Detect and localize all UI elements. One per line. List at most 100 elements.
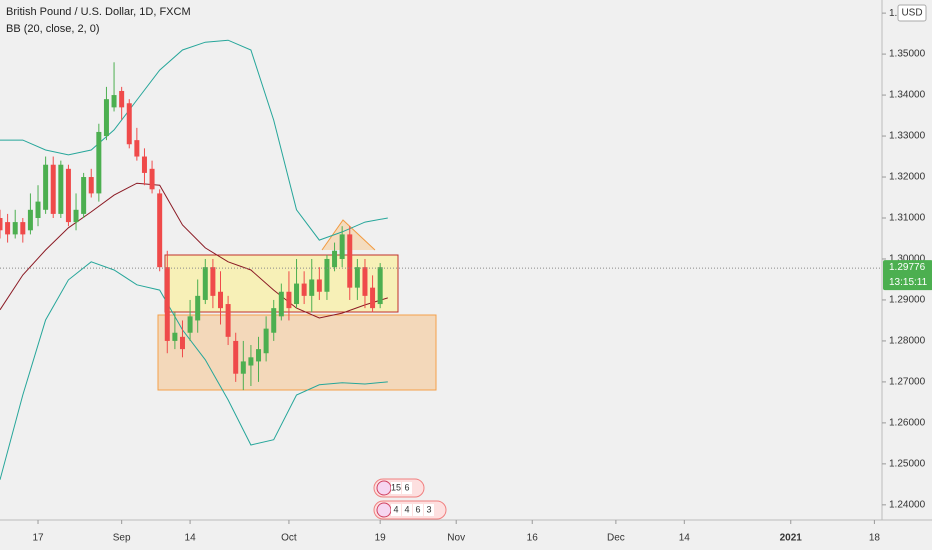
x-tick-label: 19	[375, 533, 387, 544]
y-tick-label: 1.27000	[889, 377, 926, 388]
x-tick-label: 14	[185, 533, 197, 544]
candle-body	[88, 177, 94, 194]
last-price-box	[883, 260, 932, 291]
currency-box	[897, 4, 927, 22]
event-count: 3	[426, 504, 431, 514]
y-tick-label: 1.24000	[889, 499, 926, 510]
candle-body	[5, 222, 11, 235]
y-tick-label: 1.30000	[889, 254, 926, 265]
x-tick-label: 14	[679, 533, 691, 544]
candle-body	[271, 308, 277, 333]
event-badge	[391, 504, 401, 516]
candle-body	[233, 340, 239, 374]
candle-body	[248, 357, 254, 366]
bollinger-line	[0, 39, 388, 241]
candle-body	[301, 283, 307, 296]
y-tick-label: 1.28000	[889, 336, 926, 347]
candle-body	[377, 267, 383, 305]
candle-body	[256, 349, 262, 362]
candle-body	[134, 140, 140, 157]
candle-body	[164, 267, 170, 341]
event-badge	[391, 482, 401, 494]
candle-body	[278, 291, 284, 317]
x-tick-label: Nov	[447, 533, 465, 544]
candle-body	[210, 267, 216, 296]
event-flag	[376, 480, 392, 496]
candle-body	[157, 193, 163, 268]
candle-body	[316, 279, 322, 292]
candle-body	[332, 250, 338, 268]
event-flag	[376, 502, 392, 518]
candle-body	[149, 168, 155, 190]
candle-body	[43, 164, 49, 210]
candle-body	[354, 267, 360, 288]
candle-body	[141, 156, 147, 173]
y-tick-label: 1.25000	[889, 459, 926, 470]
candle-body	[286, 291, 292, 309]
candle-body	[73, 209, 79, 223]
event-count: 4	[404, 504, 409, 514]
y-tick-label: 1.34000	[889, 90, 926, 101]
currency-label: USD	[901, 8, 922, 19]
candle-body	[195, 295, 201, 321]
candle-body	[58, 164, 64, 214]
y-tick-label: 1.31000	[889, 213, 926, 224]
event-badge	[413, 504, 423, 516]
candle-body	[111, 95, 117, 108]
x-tick-label: 2021	[780, 533, 803, 544]
candle-body	[103, 99, 109, 137]
event-badge	[424, 504, 434, 516]
bollinger-line	[0, 182, 388, 319]
x-tick-label: Dec	[607, 533, 625, 544]
y-tick-label: 1.26000	[889, 418, 926, 429]
candle-body	[0, 217, 3, 231]
candle-body	[294, 283, 300, 305]
bollinger-line	[0, 261, 388, 480]
plot-area	[0, 39, 882, 480]
candle-body	[347, 234, 353, 288]
drawing-rectangle	[157, 314, 437, 391]
x-tick-label: Sep	[113, 533, 131, 544]
candle-body	[263, 328, 269, 354]
candle-body	[27, 209, 33, 231]
y-tick-label: 1.35000	[889, 49, 926, 60]
x-tick-label: Oct	[281, 533, 297, 544]
candle-body	[81, 177, 87, 214]
candle-body	[179, 336, 185, 350]
candle-body	[35, 201, 41, 218]
event-badge	[402, 482, 412, 494]
candle-body	[240, 361, 246, 374]
candle-body	[218, 291, 223, 309]
candle-body	[65, 168, 71, 223]
event-count: 15	[391, 482, 401, 492]
event-count: 4	[393, 504, 398, 514]
candle-body	[362, 267, 368, 296]
candle-body	[119, 90, 125, 108]
countdown-label: 13:15:11	[889, 277, 928, 288]
candle-body	[309, 279, 315, 296]
y-tick-label: 1.33000	[889, 131, 926, 142]
candle-body	[370, 287, 376, 309]
candle-body	[339, 234, 345, 259]
candle-body	[20, 222, 26, 235]
event-count: 6	[404, 482, 409, 492]
chart-title: British Pound / U.S. Dollar, 1D, FXCM	[6, 6, 191, 18]
candle-body	[324, 258, 330, 292]
y-tick-label: 1.32000	[889, 172, 926, 183]
candle-body	[96, 131, 102, 194]
y-tick-label: 1.29000	[889, 295, 926, 306]
candle-body	[50, 164, 56, 214]
x-tick-label: 18	[869, 533, 881, 544]
candle-body	[12, 222, 18, 235]
event-badge	[402, 504, 412, 516]
event-count: 6	[415, 504, 420, 514]
candle-body	[126, 103, 132, 145]
x-tick-label: 17	[32, 533, 44, 544]
x-tick-label: 16	[527, 533, 539, 544]
last-price-label: 1.29776	[889, 262, 926, 273]
indicator-legend: BB (20, close, 2, 0)	[6, 23, 100, 35]
candle-body	[187, 316, 193, 333]
